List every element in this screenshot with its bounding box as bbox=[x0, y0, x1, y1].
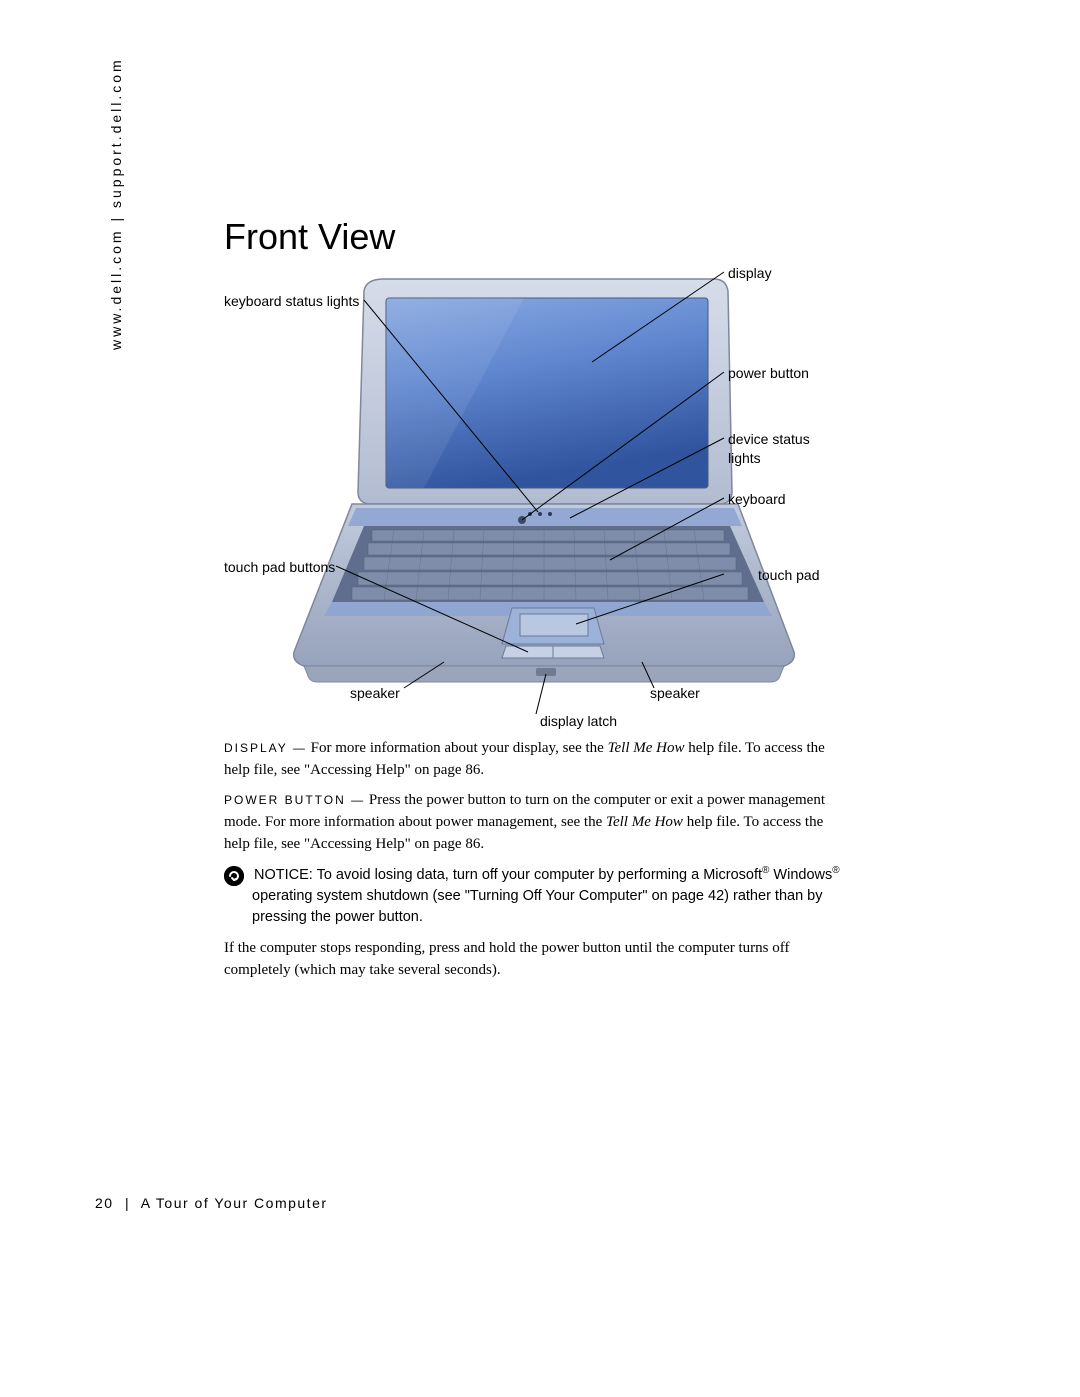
callout-display: display bbox=[728, 264, 772, 283]
page-heading: Front View bbox=[224, 216, 395, 258]
footer-page-num: 20 bbox=[95, 1195, 114, 1211]
side-url-text: www.dell.com | support.dell.com bbox=[108, 57, 124, 350]
notice-line1-b: Windows bbox=[773, 867, 832, 883]
footer-sep: | bbox=[125, 1195, 130, 1211]
paragraph-power-button: POWER BUTTON — Press the power button to… bbox=[224, 790, 844, 855]
notice-reg1: ® bbox=[762, 865, 769, 876]
paragraph-display: DISPLAY — For more information about you… bbox=[224, 738, 844, 782]
paragraph-tail: If the computer stops responding, press … bbox=[224, 938, 844, 982]
notice-block: NOTICE: To avoid losing data, turn off y… bbox=[224, 864, 844, 928]
callout-keyboard-status-lights: keyboard status lights bbox=[224, 292, 359, 311]
callout-display-latch: display latch bbox=[540, 712, 617, 731]
footer-section: A Tour of Your Computer bbox=[141, 1195, 328, 1211]
term-display: DISPLAY — bbox=[224, 741, 307, 755]
callout-speaker-right: speaker bbox=[650, 684, 700, 703]
callout-device-status-lights: device status lights bbox=[728, 430, 810, 468]
callout-speaker-left: speaker bbox=[350, 684, 400, 703]
notice-reg2: ® bbox=[832, 865, 839, 876]
notice-line1-a: To avoid losing data, turn off your comp… bbox=[317, 867, 762, 883]
notice-rest: operating system shutdown (see "Turning … bbox=[252, 886, 844, 928]
callout-power-button: power button bbox=[728, 364, 809, 383]
term-power-button: POWER BUTTON — bbox=[224, 793, 365, 807]
page-footer: 20 | A Tour of Your Computer bbox=[95, 1195, 328, 1211]
notice-icon bbox=[224, 866, 244, 886]
manual-page: www.dell.com | support.dell.com Front Vi… bbox=[0, 0, 1080, 1397]
notice-label: NOTICE: bbox=[254, 867, 313, 883]
callout-touch-pad-buttons: touch pad buttons bbox=[224, 558, 335, 577]
front-view-diagram: keyboard status lights touch pad buttons… bbox=[224, 264, 854, 734]
notice-first-line: NOTICE: To avoid losing data, turn off y… bbox=[254, 867, 840, 883]
callout-keyboard: keyboard bbox=[728, 490, 786, 509]
power-text-italic: Tell Me How bbox=[606, 814, 683, 830]
display-text-italic: Tell Me How bbox=[608, 740, 685, 756]
callout-touch-pad: touch pad bbox=[758, 566, 820, 585]
display-text-a: For more information about your display,… bbox=[311, 740, 608, 756]
side-url: www.dell.com | support.dell.com bbox=[108, 57, 124, 350]
